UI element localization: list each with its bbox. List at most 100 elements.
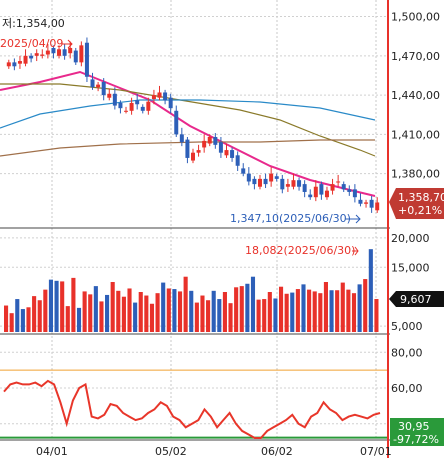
volume-peak-annotation: 18,082(2025/06/30) — [245, 244, 355, 257]
candle-body — [202, 140, 207, 148]
candle-body — [364, 202, 369, 204]
volume-bar — [368, 249, 373, 332]
candle-body — [84, 42, 89, 77]
rsi-tick-label: 60,00 — [391, 382, 423, 395]
date-labels: 04/01 05/02 06/02 07/01 — [36, 445, 392, 458]
candle-body — [224, 150, 229, 156]
volume-bar — [133, 302, 138, 332]
candle-body — [269, 173, 274, 182]
volume-panel — [4, 249, 379, 332]
candle-body — [291, 180, 296, 187]
volume-bar — [32, 296, 37, 332]
ma-brown-line — [0, 139, 375, 157]
volume-bar — [239, 286, 244, 332]
volume-bar — [250, 276, 256, 332]
candle-body — [151, 95, 156, 100]
rsi-line — [3, 379, 381, 439]
volume-bar — [4, 305, 9, 332]
volume-bar — [15, 299, 20, 332]
candle-body — [157, 92, 162, 98]
candle-body — [285, 184, 290, 187]
candle-body — [191, 152, 195, 161]
candle-body — [336, 181, 341, 183]
volume-bar — [312, 291, 317, 332]
volume-bar — [166, 288, 171, 332]
volume-bar — [138, 292, 143, 332]
candle-body — [135, 100, 140, 105]
volume-bar — [228, 303, 233, 332]
ma-pink-line — [0, 70, 376, 197]
volume-bar — [267, 292, 272, 332]
candle-body — [29, 55, 34, 59]
volume-tick-label: 20,000 — [391, 232, 430, 245]
volume-bar — [290, 292, 295, 332]
volume-bar — [172, 289, 177, 332]
candle-body — [62, 49, 67, 56]
volume-bar — [256, 299, 261, 332]
candle-body — [168, 97, 173, 109]
candle-body — [358, 199, 363, 204]
volume-bar — [155, 293, 160, 332]
current-change: +0,21% — [398, 204, 442, 217]
volume-bar — [116, 290, 121, 332]
volume-tick-label: 5,000 — [391, 320, 423, 333]
volume-bar — [121, 296, 126, 332]
candle-body — [17, 61, 22, 64]
current-rsi: 30,95 — [398, 420, 430, 433]
volume-bar — [295, 289, 300, 332]
candle-body — [196, 150, 201, 153]
candle-body — [324, 190, 329, 198]
axis-labels: 1,500,00 1,470,00 1,440,00 1,410,00 1,380,00… — [391, 11, 440, 431]
volume-bar — [222, 292, 227, 332]
candle-body — [246, 173, 251, 182]
candle-body — [12, 62, 17, 67]
candle-body — [341, 184, 346, 190]
candle-body — [263, 178, 268, 185]
candle-body — [140, 106, 145, 111]
price-tick-label: 1,380,00 — [391, 168, 440, 181]
moving-average-lines — [0, 70, 376, 197]
candle-body — [280, 178, 285, 190]
candle-body — [6, 62, 11, 67]
candle-body — [213, 136, 218, 145]
candle-body — [257, 178, 262, 187]
candle-body — [241, 168, 246, 174]
volume-bar — [194, 302, 199, 332]
volume-bar — [351, 293, 357, 332]
volume-bar — [26, 307, 31, 332]
candle-body — [124, 110, 129, 112]
volume-bar — [284, 293, 289, 332]
high-date-label: 2025/04/09 — [0, 37, 63, 50]
volume-bar — [110, 282, 115, 332]
volume-bar — [217, 299, 222, 332]
volume-bar — [88, 294, 93, 332]
price-candles — [6, 37, 380, 213]
candle-body — [23, 55, 28, 64]
date-label: 06/02 — [261, 445, 293, 458]
candle-body — [274, 176, 279, 179]
volume-bar — [318, 293, 323, 332]
low-arrow-icon — [345, 214, 361, 224]
volume-bar — [357, 284, 362, 332]
volume-bar — [234, 287, 239, 332]
candle-body — [230, 150, 235, 158]
candle-body — [352, 189, 357, 198]
candle-body — [51, 47, 56, 54]
volume-bar — [9, 313, 14, 332]
volume-bar — [20, 309, 25, 332]
rsi-panel — [3, 379, 381, 439]
current-price-box: 1,358,70 +0,21% — [389, 188, 447, 219]
price-tick-label: 1,500,00 — [391, 11, 440, 24]
volume-bar — [43, 289, 48, 332]
current-volume-box: 9,607 — [389, 291, 444, 307]
low-annotation: 1,347,10(2025/06/30) — [230, 212, 351, 225]
volume-bar — [262, 299, 267, 332]
volume-bar — [323, 282, 328, 332]
candle-body — [129, 102, 134, 111]
candle-body — [96, 84, 101, 88]
candle-body — [297, 180, 302, 187]
price-tick-label: 1,470,00 — [391, 50, 440, 63]
volume-bar — [127, 288, 132, 332]
volume-bar — [99, 301, 104, 332]
